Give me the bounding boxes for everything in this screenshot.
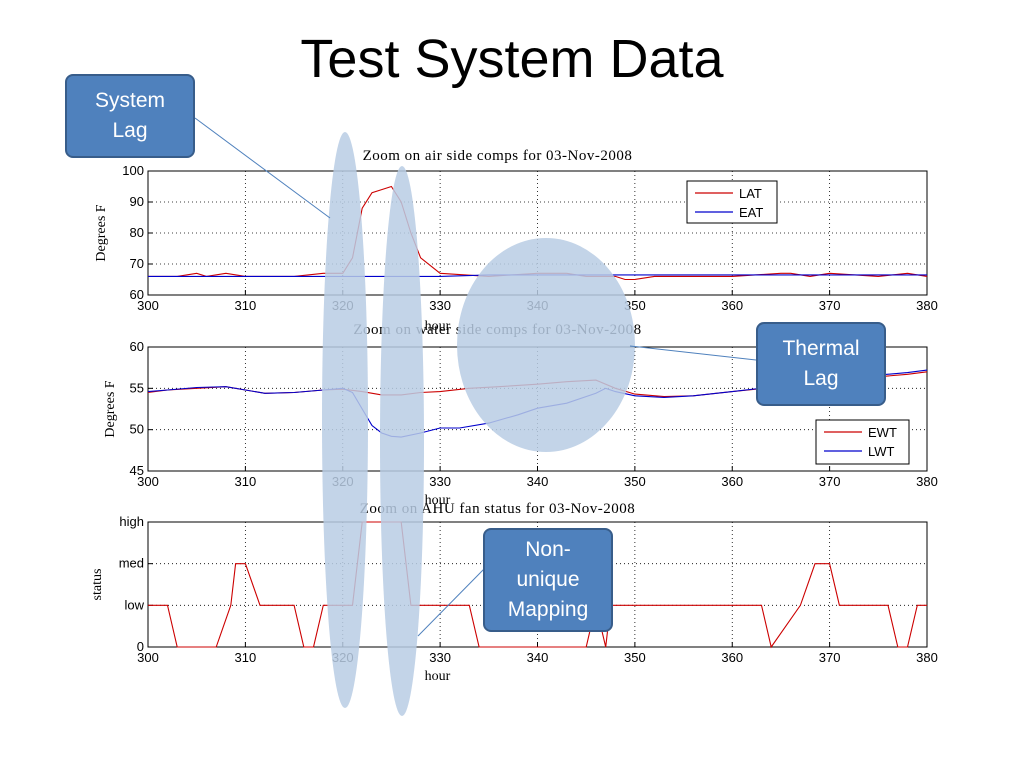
legend-box [815, 419, 910, 465]
y-tick-label: 90 [130, 194, 144, 209]
non-unique-pointer [417, 567, 486, 637]
x-tick-label: 350 [624, 650, 646, 665]
legend-label-lat: LAT [739, 186, 762, 201]
x-tick-label: 370 [819, 298, 841, 313]
x-tick-label: 310 [235, 650, 257, 665]
y-tick-label: 50 [130, 422, 144, 437]
y-tick-label: 100 [122, 163, 144, 178]
legend: LAT EAT [686, 180, 778, 224]
x-tick-label: 360 [721, 298, 743, 313]
y-tick-label: med [119, 556, 144, 571]
x-axis-label: hour [425, 319, 451, 334]
y-axis-label: Degrees F [103, 380, 118, 437]
y-tick-label: 70 [130, 256, 144, 271]
x-tick-label: 360 [721, 650, 743, 665]
y-tick-label: 0 [137, 639, 144, 654]
x-tick-label: 380 [916, 298, 938, 313]
system-lag-label: System Lag [94, 89, 165, 142]
slide-title: Test System Data [300, 29, 724, 89]
x-tick-label: 330 [429, 474, 451, 489]
x-axis-label: hour [425, 669, 451, 684]
x-tick-label: 300 [137, 298, 159, 313]
non-unique-mapping-label: Non- unique Mapping [507, 538, 589, 621]
thermal-lag-pointer [629, 345, 757, 361]
legend-label-ewt: EWT [868, 425, 897, 440]
chart-title: Zoom on air side comps for 03-Nov-2008 [363, 148, 633, 164]
series-line-lwt [147, 369, 928, 438]
x-tick-label: 340 [527, 650, 549, 665]
x-tick-label: 300 [137, 650, 159, 665]
x-tick-label: 310 [235, 474, 257, 489]
x-tick-label: 310 [235, 298, 257, 313]
legend-label-eat: EAT [739, 205, 763, 220]
x-tick-label: 300 [137, 474, 159, 489]
y-tick-label: 45 [130, 463, 144, 478]
system-lag-ellipse-right [380, 166, 424, 716]
system-lag-pointer [194, 117, 331, 219]
x-tick-label: 360 [721, 474, 743, 489]
legend: EWT LWT [815, 419, 910, 465]
series-line-status [148, 521, 927, 649]
y-tick-label: high [119, 514, 144, 529]
y-axis-label: Degrees F [94, 204, 109, 261]
chart-title: Zoom on AHU fan status for 03-Nov-2008 [360, 501, 636, 517]
legend-label-lwt: LWT [868, 444, 895, 459]
x-tick-label: 330 [429, 298, 451, 313]
x-tick-label: 340 [527, 474, 549, 489]
legend-box [686, 180, 778, 224]
y-tick-label: low [124, 597, 144, 612]
y-tick-label: 80 [130, 225, 144, 240]
x-tick-label: 380 [916, 650, 938, 665]
x-tick-label: 370 [819, 474, 841, 489]
y-tick-label: 55 [130, 380, 144, 395]
x-tick-label: 380 [916, 474, 938, 489]
x-tick-label: 350 [624, 474, 646, 489]
x-axis-label: hour [425, 493, 451, 508]
system-lag-callout: System Lag [65, 74, 195, 158]
x-tick-label: 370 [819, 650, 841, 665]
x-tick-label: 330 [429, 650, 451, 665]
y-tick-label: 60 [130, 287, 144, 302]
system-lag-ellipse-left [322, 132, 368, 708]
y-tick-label: 60 [130, 339, 144, 354]
non-unique-mapping-callout: Non- unique Mapping [483, 528, 613, 632]
thermal-lag-label: Thermal Lag [782, 337, 860, 390]
highlight-overlay [194, 117, 757, 716]
thermal-lag-callout: Thermal Lag [756, 322, 886, 406]
thermal-lag-ellipse [457, 238, 635, 452]
y-axis-label: status [90, 569, 105, 601]
